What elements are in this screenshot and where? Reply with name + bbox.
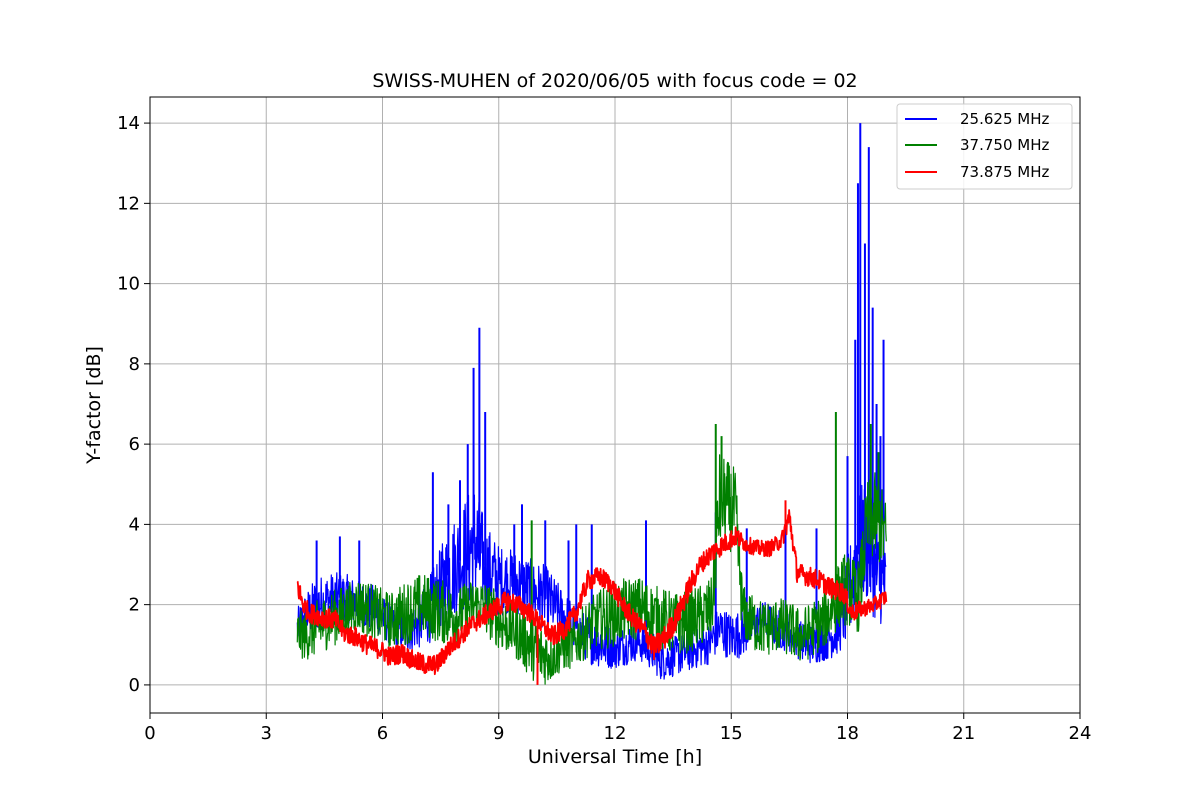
series-73-875-MHz (296, 500, 888, 685)
legend-label-37mhz: 37.750 MHz (960, 136, 1049, 154)
y-tick-label: 14 (117, 113, 140, 134)
x-tick-label: 21 (952, 723, 975, 744)
legend-label-73mhz: 73.875 MHz (960, 163, 1049, 181)
y-tick-label: 6 (129, 434, 140, 455)
y-tick-label: 4 (129, 514, 140, 535)
x-axis-label: Universal Time [h] (528, 746, 702, 768)
plot-series (296, 123, 888, 685)
y-tick-label: 10 (117, 274, 140, 295)
series-37-750-MHz (296, 412, 887, 685)
series-25-625-MHz (296, 123, 887, 680)
x-tick-label: 24 (1069, 723, 1092, 744)
y-tick-label: 12 (117, 193, 140, 214)
legend-box (896, 103, 1073, 190)
series-line (296, 509, 888, 676)
y-axis-label: Y-factor [dB] (83, 346, 105, 465)
legend: 25.625 MHz 37.750 MHz 73.875 MHz (896, 103, 1073, 190)
x-tick-label: 0 (144, 723, 155, 744)
x-tick-label: 18 (836, 723, 859, 744)
x-tick-label: 15 (720, 723, 743, 744)
x-tick-label: 3 (261, 723, 272, 744)
x-tick-label: 12 (604, 723, 627, 744)
chart-title: SWISS-MUHEN of 2020/06/05 with focus cod… (372, 70, 857, 92)
series-line (296, 454, 887, 685)
y-tick-label: 0 (129, 675, 140, 696)
y-tick-label: 2 (129, 595, 140, 616)
legend-label-25mhz: 25.625 MHz (960, 110, 1049, 128)
x-tick-label: 6 (377, 723, 388, 744)
y-tick-label: 8 (129, 354, 140, 375)
x-tick-label: 9 (493, 723, 504, 744)
